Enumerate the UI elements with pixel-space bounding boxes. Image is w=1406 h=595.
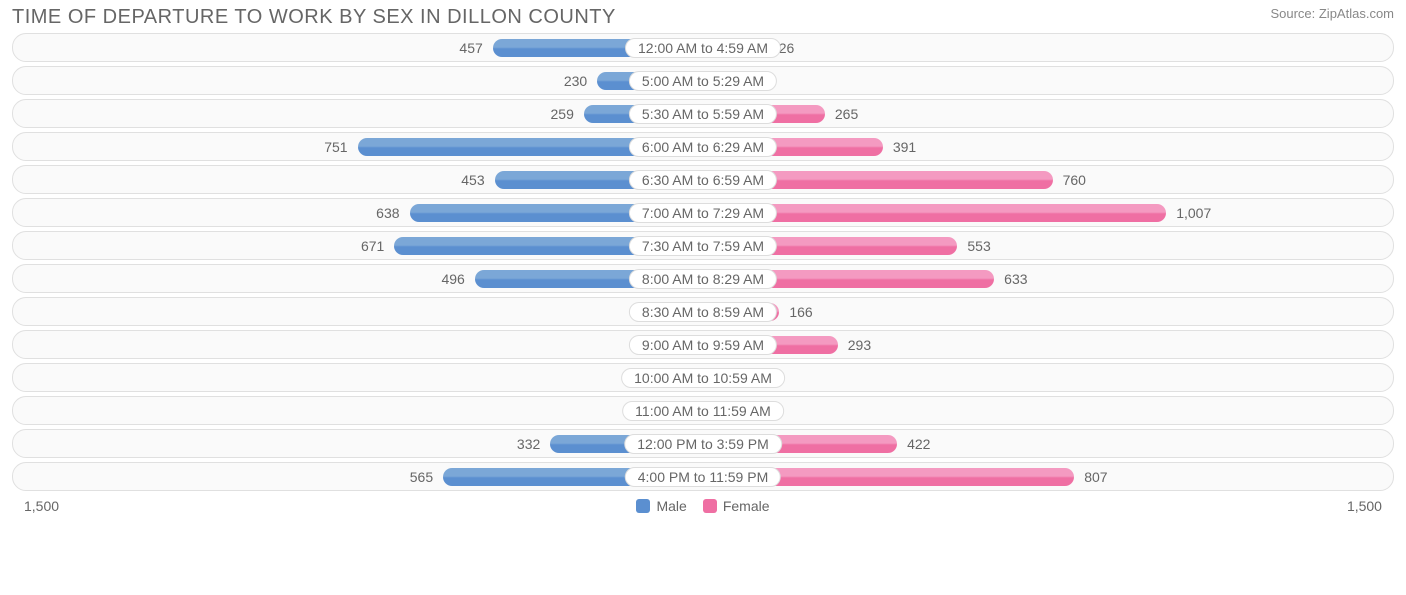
row-left-half: 638 — [13, 199, 703, 226]
male-value: 751 — [324, 139, 347, 155]
male-value: 230 — [564, 73, 587, 89]
category-label: 10:00 AM to 10:59 AM — [621, 368, 785, 388]
male-value: 496 — [441, 271, 464, 287]
axis-line — [12, 495, 1394, 496]
category-label: 4:00 PM to 11:59 PM — [625, 467, 781, 487]
category-label: 5:00 AM to 5:29 AM — [629, 71, 777, 91]
row-right-half: 633 — [703, 265, 1393, 292]
chart-row: 751 391 6:00 AM to 6:29 AM — [12, 132, 1394, 161]
chart-row: 97 166 8:30 AM to 8:59 AM — [12, 297, 1394, 326]
row-right-half: 293 — [703, 331, 1393, 358]
chart-row: 453 760 6:30 AM to 6:59 AM — [12, 165, 1394, 194]
row-right-half: 760 — [703, 166, 1393, 193]
row-left-half: 97 — [13, 298, 703, 325]
chart-row: 230 975:00 AM to 5:29 AM — [12, 66, 1394, 95]
chart-row: 378410:00 AM to 10:59 AM — [12, 363, 1394, 392]
row-right-half: 265 — [703, 100, 1393, 127]
chart-row: 332 422 12:00 PM to 3:59 PM — [12, 429, 1394, 458]
row-right-half: 21 — [703, 397, 1393, 424]
row-right-half: 166 — [703, 298, 1393, 325]
row-right-half: 553 — [703, 232, 1393, 259]
axis-label-left: 1,500 — [24, 498, 59, 514]
female-value: 422 — [907, 436, 930, 452]
female-value: 633 — [1004, 271, 1027, 287]
row-right-half: 84 — [703, 364, 1393, 391]
legend: Male Female — [636, 498, 769, 514]
category-label: 7:00 AM to 7:29 AM — [629, 203, 777, 223]
chart-row: 55 293 9:00 AM to 9:59 AM — [12, 330, 1394, 359]
chart-title: Time of Departure to Work By Sex in Dill… — [12, 6, 616, 29]
chart-footer: 1,500 Male Female 1,500 — [0, 496, 1406, 514]
female-value: 391 — [893, 139, 916, 155]
chart-row: 259 265 5:30 AM to 5:59 AM — [12, 99, 1394, 128]
row-right-half: 97 — [703, 67, 1393, 94]
male-value: 453 — [461, 172, 484, 188]
legend-male-label: Male — [656, 498, 686, 514]
chart-area: 45712612:00 AM to 4:59 AM230975:00 AM to… — [0, 33, 1406, 491]
chart-row: 292111:00 AM to 11:59 AM — [12, 396, 1394, 425]
female-value: 265 — [835, 106, 858, 122]
category-label: 7:30 AM to 7:59 AM — [629, 236, 777, 256]
male-value: 457 — [459, 40, 482, 56]
row-left-half: 496 — [13, 265, 703, 292]
male-value: 259 — [551, 106, 574, 122]
row-left-half: 29 — [13, 397, 703, 424]
female-value: 760 — [1063, 172, 1086, 188]
category-label: 8:00 AM to 8:29 AM — [629, 269, 777, 289]
row-left-half: 457 — [13, 34, 703, 61]
chart-row: 457 12612:00 AM to 4:59 AM — [12, 33, 1394, 62]
category-label: 11:00 AM to 11:59 AM — [622, 401, 784, 421]
male-value: 565 — [410, 469, 433, 485]
category-label: 9:00 AM to 9:59 AM — [629, 335, 777, 355]
chart-source: Source: ZipAtlas.com — [1270, 6, 1394, 21]
category-label: 12:00 AM to 4:59 AM — [625, 38, 781, 58]
male-value: 638 — [376, 205, 399, 221]
row-left-half: 751 — [13, 133, 703, 160]
male-value: 671 — [361, 238, 384, 254]
axis-label-right: 1,500 — [1347, 498, 1382, 514]
chart-row: 496 633 8:00 AM to 8:29 AM — [12, 264, 1394, 293]
female-value: 1,007 — [1176, 205, 1211, 221]
chart-row: 671 553 7:30 AM to 7:59 AM — [12, 231, 1394, 260]
row-left-half: 259 — [13, 100, 703, 127]
legend-female-label: Female — [723, 498, 770, 514]
category-label: 6:00 AM to 6:29 AM — [629, 137, 777, 157]
legend-male: Male — [636, 498, 686, 514]
category-label: 5:30 AM to 5:59 AM — [629, 104, 777, 124]
row-left-half: 671 — [13, 232, 703, 259]
category-label: 12:00 PM to 3:59 PM — [624, 434, 782, 454]
legend-female: Female — [703, 498, 770, 514]
row-left-half: 55 — [13, 331, 703, 358]
row-left-half: 230 — [13, 67, 703, 94]
chart-row: 565 807 4:00 PM to 11:59 PM — [12, 462, 1394, 491]
row-right-half: 391 — [703, 133, 1393, 160]
row-right-half: 126 — [703, 34, 1393, 61]
chart-header: Time of Departure to Work By Sex in Dill… — [0, 0, 1406, 33]
female-value: 807 — [1084, 469, 1107, 485]
male-value: 332 — [517, 436, 540, 452]
row-left-half: 37 — [13, 364, 703, 391]
legend-male-swatch — [636, 499, 650, 513]
category-label: 8:30 AM to 8:59 AM — [629, 302, 777, 322]
row-left-half: 453 — [13, 166, 703, 193]
row-right-half: 807 — [703, 463, 1393, 490]
female-value: 293 — [848, 337, 871, 353]
row-right-half: 1,007 — [703, 199, 1393, 226]
legend-female-swatch — [703, 499, 717, 513]
chart-row: 638 1,007 7:00 AM to 7:29 AM — [12, 198, 1394, 227]
row-left-half: 565 — [13, 463, 703, 490]
category-label: 6:30 AM to 6:59 AM — [629, 170, 777, 190]
female-value: 166 — [789, 304, 812, 320]
row-right-half: 422 — [703, 430, 1393, 457]
female-value: 553 — [967, 238, 990, 254]
row-left-half: 332 — [13, 430, 703, 457]
